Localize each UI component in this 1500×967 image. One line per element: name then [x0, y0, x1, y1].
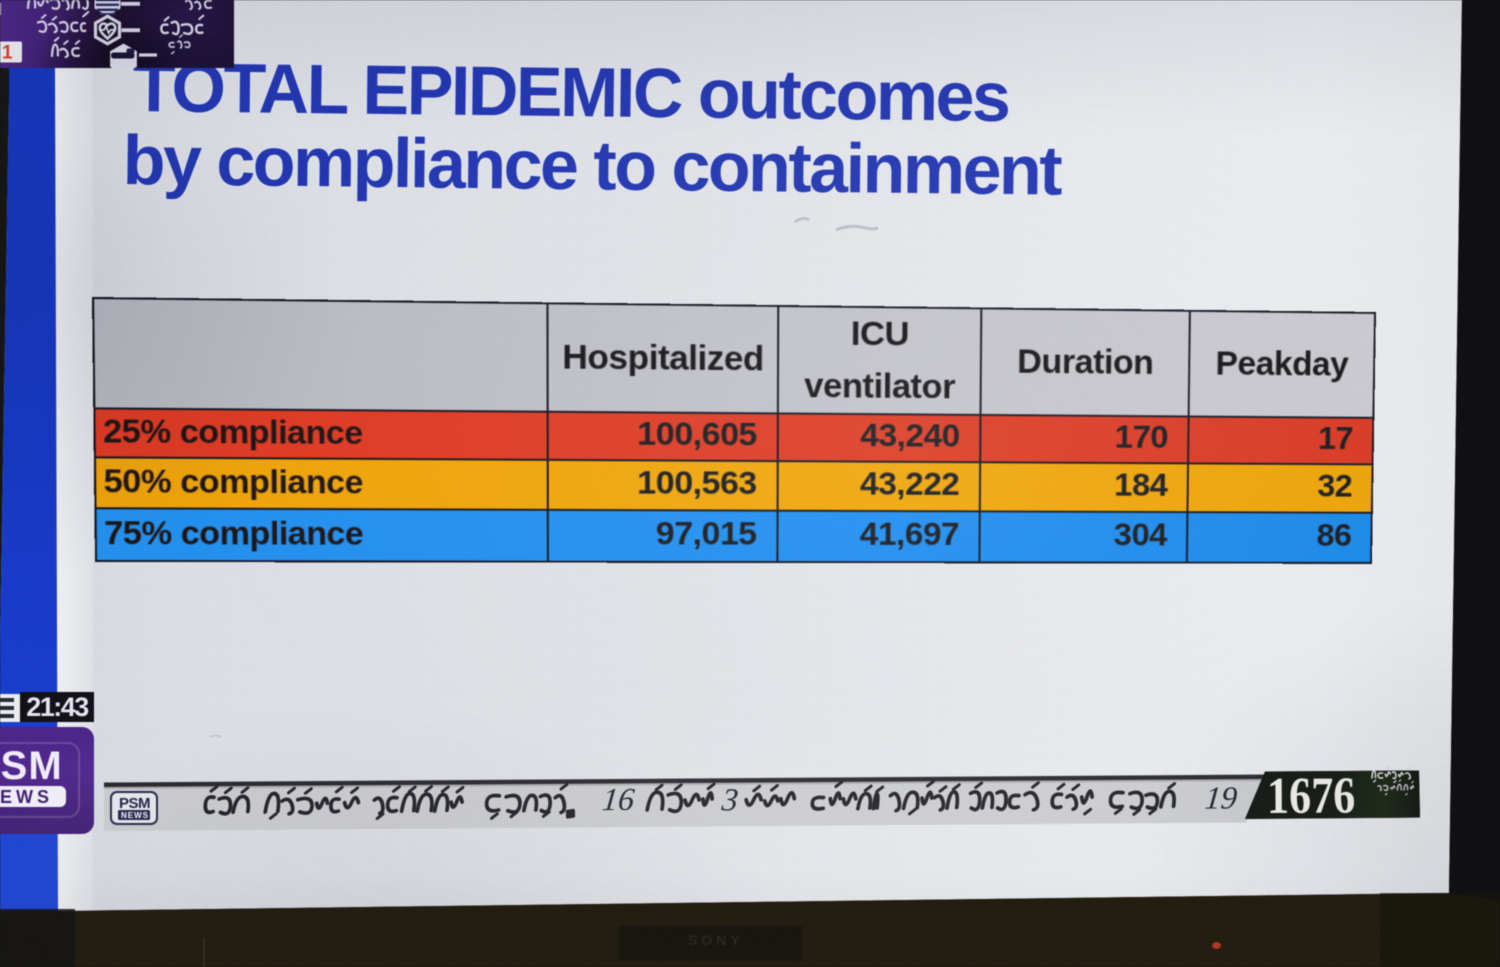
- svg-text:1: 1: [2, 43, 13, 64]
